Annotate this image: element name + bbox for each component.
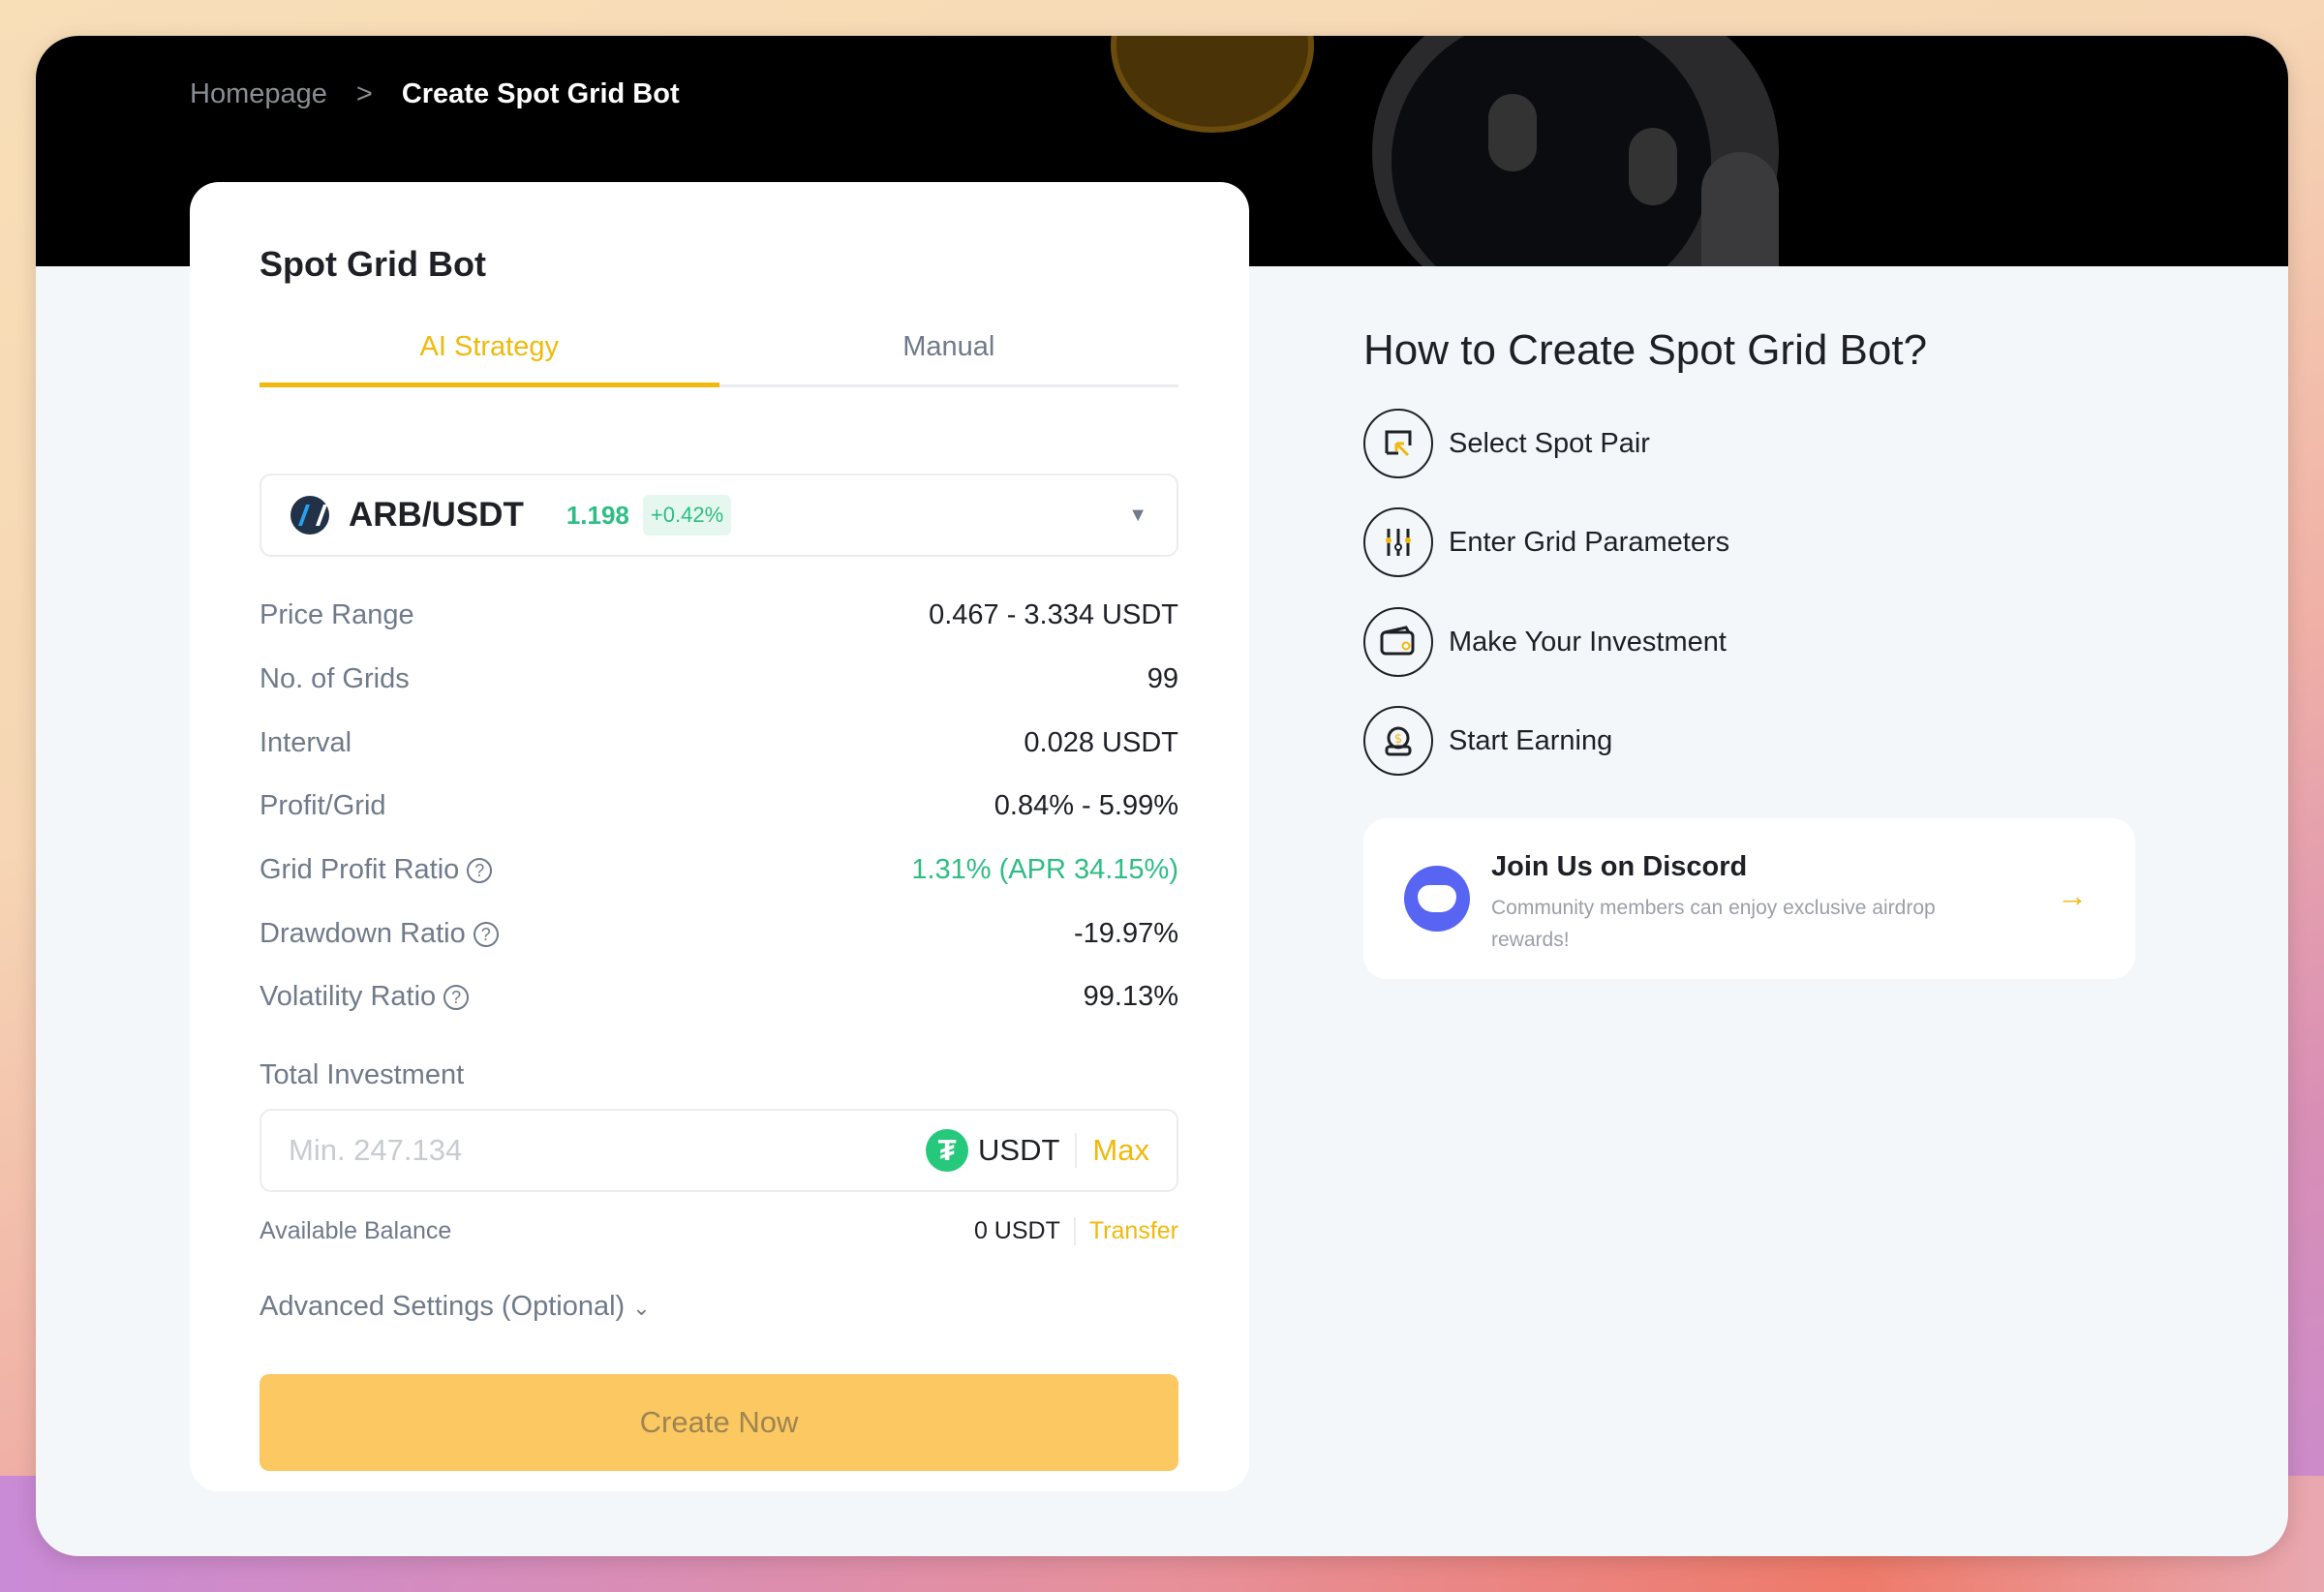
breadcrumb-current: Create Spot Grid Bot <box>401 78 680 109</box>
row-drawdown-ratio: Drawdown Ratio? -19.97% <box>260 918 1178 949</box>
balance-value: 0 USDT <box>974 1217 1076 1245</box>
svg-text:$: $ <box>1394 732 1402 747</box>
wallet-icon <box>1363 607 1433 677</box>
row-volatility-ratio: Volatility Ratio? 99.13% <box>260 981 1178 1012</box>
sliders-icon <box>1363 507 1433 577</box>
transfer-link[interactable]: Transfer <box>1088 1217 1178 1244</box>
strategy-tabs: AI Strategy Manual <box>260 327 1178 387</box>
help-icon[interactable]: ? <box>467 857 493 883</box>
guide-title: How to Create Spot Grid Bot? <box>1363 326 1928 374</box>
chevron-right-icon: > <box>355 78 373 109</box>
total-investment-label: Total Investment <box>260 1059 465 1090</box>
row-price-range: Price Range 0.467 - 3.334 USDT <box>260 599 1178 630</box>
caret-down-icon[interactable]: ▼ <box>1128 504 1147 526</box>
card-title: Spot Grid Bot <box>260 244 486 284</box>
advanced-settings-toggle[interactable]: Advanced Settings (Optional) ⌄ <box>260 1291 651 1322</box>
money-bag-icon: $ <box>1363 706 1433 776</box>
row-profit-grid: Profit/Grid 0.84% - 5.99% <box>260 790 1178 821</box>
chevron-down-icon: ⌄ <box>632 1296 651 1320</box>
tab-manual[interactable]: Manual <box>902 331 995 362</box>
app-window: Homepage > Create Spot Grid Bot Spot Gri… <box>36 36 2288 1556</box>
step-select-pair: Select Spot Pair <box>1363 409 1650 478</box>
bot-form-card: Spot Grid Bot AI Strategy Manual ARB/USD… <box>190 182 1249 1491</box>
discord-card[interactable]: Join Us on Discord Community members can… <box>1363 818 2135 979</box>
tether-icon: ₮ <box>926 1129 969 1172</box>
investment-placeholder[interactable]: Min. 247.134 <box>289 1133 463 1167</box>
help-icon[interactable]: ? <box>473 921 499 947</box>
currency-label: USDT <box>978 1133 1078 1168</box>
step-grid-parameters: Enter Grid Parameters <box>1363 507 1729 577</box>
create-now-button[interactable]: Create Now <box>260 1374 1178 1471</box>
investment-input[interactable]: Min. 247.134 ₮ USDT Max <box>260 1109 1178 1192</box>
arbitrum-logo-icon <box>290 496 329 535</box>
max-button[interactable]: Max <box>1092 1133 1149 1167</box>
pair-change-badge: +0.42% <box>642 495 732 536</box>
row-grid-profit-ratio: Grid Profit Ratio? 1.31% (APR 34.15%) <box>260 854 1178 885</box>
pair-name: ARB/USDT <box>349 496 524 534</box>
arrow-right-icon[interactable]: → <box>2057 878 2088 913</box>
available-balance: Available Balance 0 USDT Transfer <box>260 1217 1178 1245</box>
row-grids: No. of Grids 99 <box>260 663 1178 694</box>
step-start-earning: $ Start Earning <box>1363 706 1612 776</box>
help-icon[interactable]: ? <box>443 984 470 1010</box>
discord-description: Community members can enjoy exclusive ai… <box>1491 897 1936 951</box>
row-interval: Interval 0.028 USDT <box>260 727 1178 758</box>
select-pair-icon <box>1363 409 1433 478</box>
pair-selector[interactable]: ARB/USDT 1.198 +0.42% ▼ <box>260 474 1178 557</box>
breadcrumb-home[interactable]: Homepage <box>190 78 327 109</box>
breadcrumb: Homepage > Create Spot Grid Bot <box>190 78 680 110</box>
coin-illustration <box>1111 36 1314 133</box>
step-investment: Make Your Investment <box>1363 607 1727 677</box>
discord-title: Join Us on Discord <box>1491 851 1748 882</box>
pair-price: 1.198 <box>566 500 629 530</box>
tab-ai-strategy[interactable]: AI Strategy <box>260 327 719 387</box>
discord-icon <box>1404 866 1470 932</box>
